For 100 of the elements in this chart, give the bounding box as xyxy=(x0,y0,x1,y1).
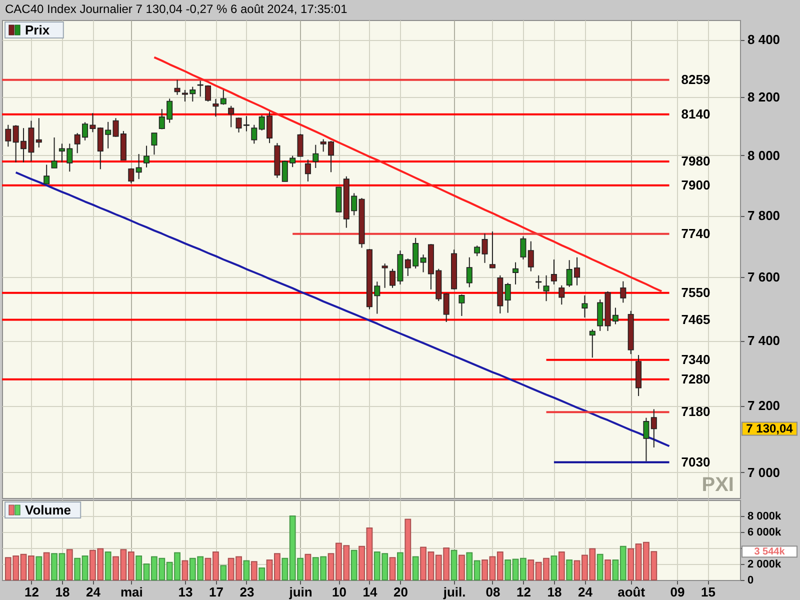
series-label: 7740 xyxy=(681,226,710,241)
candlestick xyxy=(151,132,158,156)
ref-line-label: 8259 xyxy=(681,72,710,87)
bar xyxy=(66,549,73,580)
ref-line-label: 7900 xyxy=(681,177,710,192)
candlestick xyxy=(589,328,596,358)
candlestick xyxy=(620,280,626,304)
x-tick-label: 14 xyxy=(362,584,378,600)
x-tick-label: 12 xyxy=(24,584,39,600)
series-label: 7180 xyxy=(681,404,710,420)
candlestick xyxy=(458,294,465,316)
legend-label: Prix xyxy=(25,22,50,38)
candlestick xyxy=(489,230,496,268)
bar xyxy=(250,561,258,580)
bar xyxy=(182,560,188,580)
bar xyxy=(412,556,419,580)
series-label: 7340 xyxy=(681,352,710,367)
candlestick xyxy=(144,145,150,168)
y-tick-label: 2 000k xyxy=(748,558,782,570)
y-tick-label: 8 000 xyxy=(748,148,780,163)
text: 7 130,04 xyxy=(746,422,794,436)
x-tick-label: 24 xyxy=(578,584,594,600)
candlestick xyxy=(550,259,557,285)
legend-label: Volume xyxy=(25,502,71,518)
bar xyxy=(36,556,42,580)
candlestick xyxy=(128,168,134,184)
candlestick xyxy=(512,262,519,285)
bar xyxy=(404,518,412,580)
bar xyxy=(389,557,396,580)
x-tick-label: 17 xyxy=(208,584,224,600)
bar xyxy=(304,554,312,580)
x-tick-label: 20 xyxy=(393,584,408,600)
series-label: 7030 xyxy=(681,454,710,470)
candlestick xyxy=(543,274,550,302)
x-tick-label: 13 xyxy=(178,584,193,600)
candlestick xyxy=(205,84,212,102)
candlestick xyxy=(466,256,472,288)
candlestick xyxy=(482,233,488,264)
bar xyxy=(596,554,604,580)
candlestick xyxy=(536,274,542,290)
x-tick-label: 18 xyxy=(547,584,562,600)
line-series xyxy=(153,56,663,292)
candlestick xyxy=(36,118,42,148)
y-tick-label: 6 000k xyxy=(748,526,782,538)
y-tick-label: 0 xyxy=(748,574,754,586)
candlestick xyxy=(443,292,450,323)
x-tick-label: juil. xyxy=(442,584,466,600)
candlestick xyxy=(297,133,304,157)
bar xyxy=(450,550,458,580)
x-tick-label: 09 xyxy=(670,584,685,600)
y-tick-label: 7 000 xyxy=(748,464,780,480)
ref-line-label: 7280 xyxy=(681,371,710,386)
y-tick-label: 8 200 xyxy=(748,89,780,104)
candlestick xyxy=(582,294,588,318)
x-tick-label: 18 xyxy=(55,584,70,600)
y-tick-label: 7 200 xyxy=(748,398,780,414)
x-tick-label: 23 xyxy=(240,584,254,600)
candlestick xyxy=(558,284,565,306)
candlestick xyxy=(520,236,526,260)
bar xyxy=(550,556,558,580)
ref-line-label: 7980 xyxy=(681,153,710,168)
candlestick xyxy=(136,154,142,180)
bar xyxy=(350,550,358,580)
candlestick xyxy=(650,408,657,448)
candlestick xyxy=(51,136,58,168)
bar xyxy=(558,552,565,580)
x-tick-label: 10 xyxy=(332,584,346,600)
candlestick xyxy=(312,144,319,168)
x-tick-label: 24 xyxy=(86,584,102,600)
bar xyxy=(458,554,465,580)
bar xyxy=(220,565,227,580)
x-tick-label: juin xyxy=(288,584,312,600)
candlestick xyxy=(504,282,511,314)
bar xyxy=(243,560,250,580)
candlestick xyxy=(643,417,650,462)
x-tick-label: mai xyxy=(120,584,143,600)
candlestick xyxy=(528,240,534,272)
bar xyxy=(258,568,266,580)
candlestick xyxy=(474,245,480,257)
y-tick-label: 8 400 xyxy=(748,32,780,48)
candlestick xyxy=(220,89,226,106)
candlestick xyxy=(44,164,50,184)
candlestick xyxy=(228,105,234,128)
bar xyxy=(104,552,112,580)
candlestick xyxy=(174,79,180,96)
bar xyxy=(397,552,404,580)
x-tick-label: août xyxy=(618,584,646,600)
y-tick-label: 8 000k xyxy=(748,510,782,522)
x-tick-label: 08 xyxy=(486,584,500,600)
x-tick-label: 15 xyxy=(700,584,716,600)
ref-line-label: 8140 xyxy=(681,106,710,122)
candlestick xyxy=(304,159,311,182)
candlestick xyxy=(5,124,12,148)
candlestick xyxy=(212,98,219,118)
y-tick-label: 7 400 xyxy=(748,333,780,348)
ref-line-label: 7465 xyxy=(681,312,710,327)
candlestick xyxy=(382,263,388,288)
y-tick-label: 7 600 xyxy=(748,270,780,285)
bar xyxy=(566,560,573,580)
candlestick xyxy=(251,124,258,144)
